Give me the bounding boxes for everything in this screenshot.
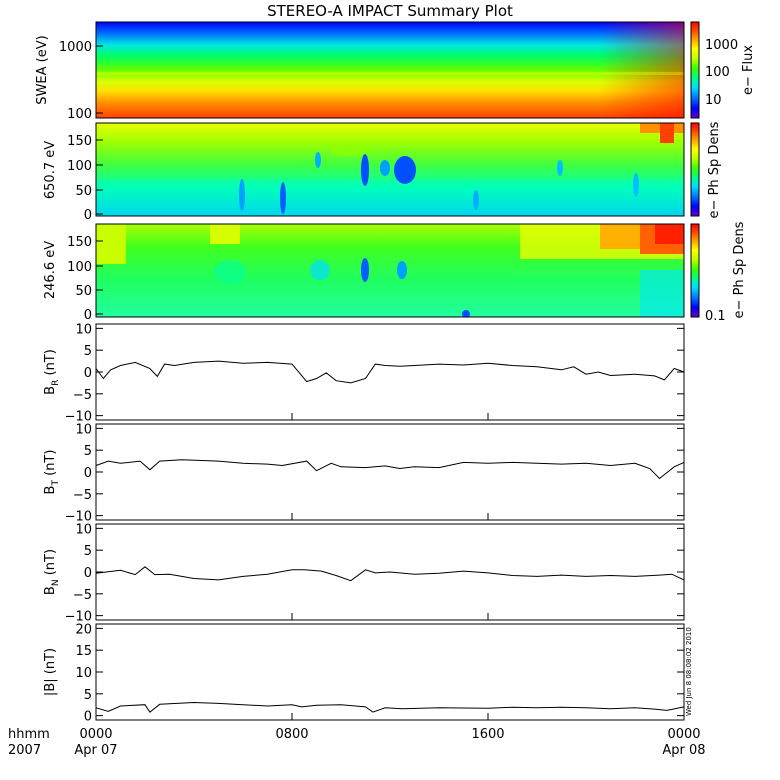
x-axis-year: 2007: [8, 743, 41, 758]
x-tick-label: 0000: [667, 727, 700, 742]
pad650-ytick: 100: [67, 159, 92, 174]
pad650-ylabel: 650.7 eV: [43, 141, 58, 199]
br-ylabel: BR (nT): [43, 349, 61, 395]
bt-ytick: −10: [65, 510, 92, 525]
bmag-ytick: 15: [75, 644, 92, 659]
swea-frame: [95, 21, 685, 119]
pad246-frame: [95, 223, 685, 318]
bmag-ylabel: |B| (nT): [43, 648, 58, 696]
bmag-ytick: 20: [75, 622, 92, 637]
pad246-ytick: 100: [67, 260, 92, 275]
br-series-line: [95, 360, 685, 384]
pad650-ytick: 0: [84, 208, 92, 223]
bt-ytick: 10: [75, 422, 92, 437]
x-date-label: Apr 08: [662, 743, 705, 758]
colorbar-tick: 0.1: [705, 309, 726, 324]
pad246-panel: 246.6 eV 150 100 50 0 0.1 e− Ph Sp Dens: [43, 221, 747, 324]
pad246-ytick: 0: [84, 308, 92, 323]
br-frame: [95, 323, 685, 421]
bmag-ytick: 10: [75, 666, 92, 681]
colorbar-tick: 1000: [705, 38, 738, 53]
x-tick-label: 0000: [79, 727, 112, 742]
pad246-ytick: 50: [75, 284, 92, 299]
pad650-colorbar: [690, 122, 700, 217]
bt-ytick: 0: [84, 466, 92, 481]
br-ytick: −10: [65, 410, 92, 425]
pad650-colorbar-label: e− Ph Sp Dens: [707, 121, 722, 218]
timestamp: Wed Jun 8 08:08:02 2010: [685, 627, 693, 716]
swea-panel: SWEA (eV) 1000 100 1000 100 10 e− Flux: [35, 21, 756, 122]
x-axis-unit: hhmm: [8, 727, 50, 742]
pad650-ytick: 50: [75, 184, 92, 199]
br-panel: 10 5 0 −5 −10 BR (nT): [43, 322, 685, 425]
bmag-panel: 20 15 10 5 0 |B| (nT): [43, 622, 685, 725]
pad650-frame: [95, 122, 685, 217]
bn-ytick: 10: [75, 522, 92, 537]
bt-ytick: −5: [73, 488, 92, 503]
bt-series-line: [95, 459, 685, 480]
colorbar-tick: 100: [705, 65, 730, 80]
bn-panel: 10 5 0 −5 −10 BN (nT): [43, 522, 685, 625]
bn-ytick: 0: [84, 566, 92, 581]
pad246-colorbar: [690, 223, 700, 318]
pad650-features: [96, 123, 684, 216]
bmag-series-line: [95, 701, 685, 713]
pad246-ytick: 150: [67, 235, 92, 250]
swea-ytick: 1000: [59, 40, 92, 55]
swea-colorbar-label: e− Flux: [741, 45, 756, 95]
swea-spectrogram: [96, 22, 684, 118]
bmag-ytick: 5: [84, 688, 92, 703]
bn-series-line: [95, 566, 685, 582]
pad246-features: [96, 224, 684, 317]
bmag-ytick: 0: [84, 710, 92, 725]
br-ytick: 10: [75, 322, 92, 337]
swea-ylabel: SWEA (eV): [35, 35, 50, 104]
br-ytick: 5: [84, 344, 92, 359]
plot-title: STEREO-A IMPACT Summary Plot: [267, 2, 513, 20]
swea-band: [96, 72, 684, 75]
swea-ytick: 100: [67, 107, 92, 122]
magnetic-field-panels: 10 5 0 −5 −10 BR (nT) 10 5 0 −5 −10 BT (nT) 10 5 0 −5 −1…: [43, 322, 685, 725]
bt-frame: [95, 423, 685, 521]
x-axis: hhmm 2007 0000 0800 1600 0000 Apr 07 Apr…: [8, 727, 706, 758]
bmag-frame: [95, 623, 685, 721]
swea-edge-enhancement: [600, 22, 684, 118]
br-ytick: 0: [84, 366, 92, 381]
x-tick-label: 1600: [471, 727, 504, 742]
pad246-colorbar-label: e− Ph Sp Dens: [732, 221, 747, 318]
bt-ylabel: BT (nT): [43, 450, 61, 495]
pad650-spectrogram: [96, 123, 684, 216]
bn-ytick: −10: [65, 610, 92, 625]
bn-ylabel: BN (nT): [43, 549, 61, 595]
pad246-ylabel: 246.6 eV: [43, 241, 58, 299]
x-date-label: Apr 07: [74, 743, 117, 758]
bt-panel: 10 5 0 −5 −10 BT (nT): [43, 422, 685, 525]
bn-ytick: −5: [73, 588, 92, 603]
bn-ytick: 5: [84, 544, 92, 559]
pad650-panel: 650.7 eV 150 100 50 0 e− Ph Sp Dens: [43, 121, 722, 223]
swea-colorbar: [690, 21, 700, 119]
bt-ytick: 5: [84, 444, 92, 459]
br-ytick: −5: [73, 388, 92, 403]
pad650-ytick: 150: [67, 134, 92, 149]
x-tick-label: 0800: [275, 727, 308, 742]
colorbar-tick: 10: [705, 93, 722, 108]
